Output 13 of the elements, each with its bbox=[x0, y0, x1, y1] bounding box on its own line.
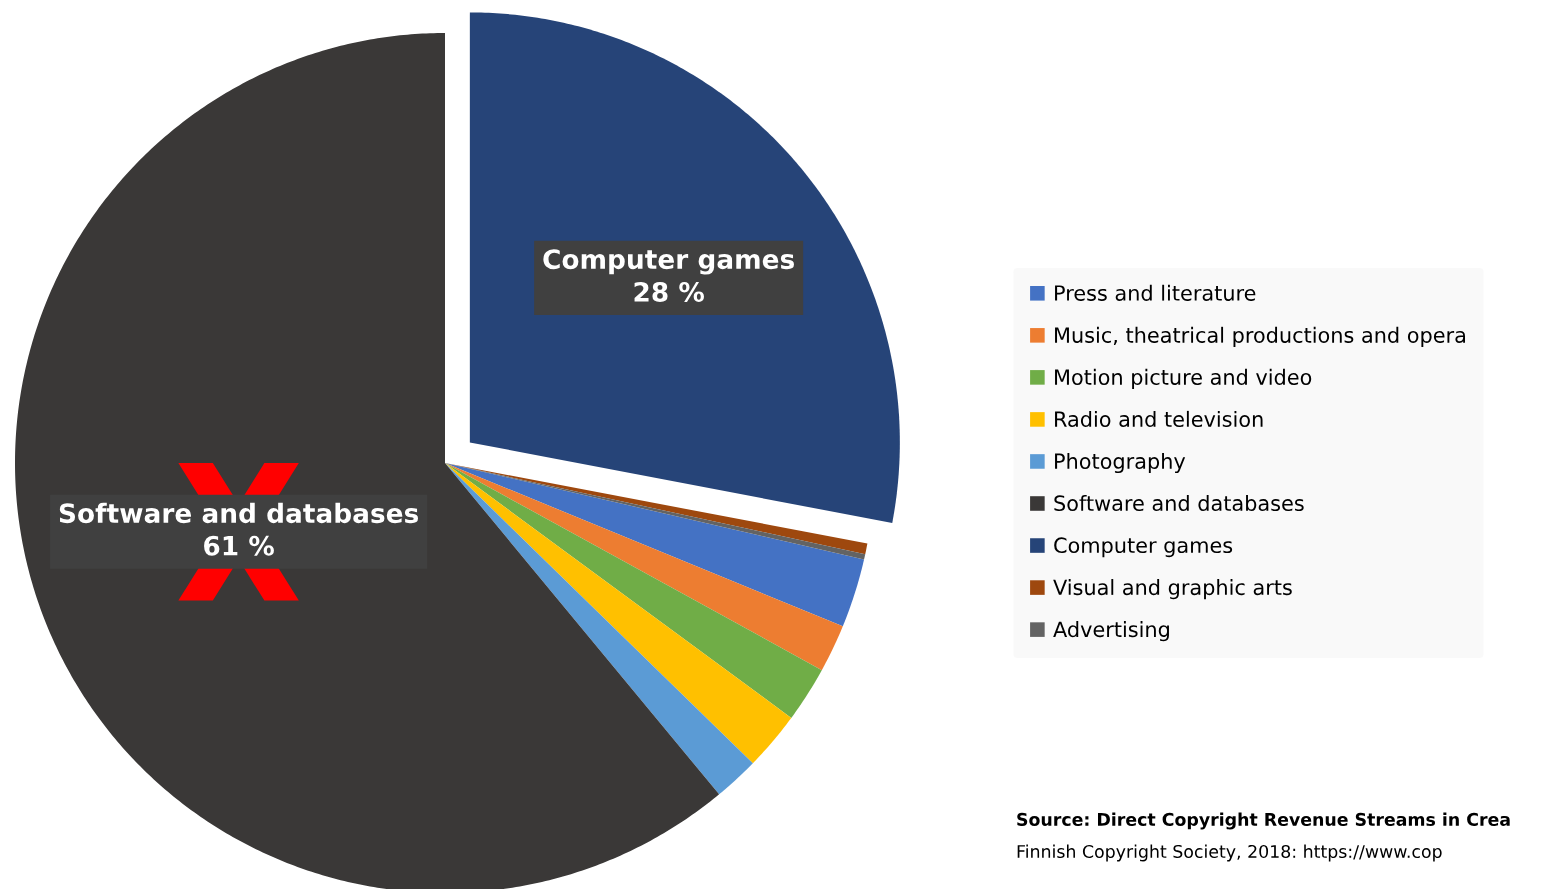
data-label: Software and databases 61 % bbox=[59, 502, 419, 556]
legend-label: Software and databases bbox=[1054, 494, 1304, 512]
source-note: Source: Direct Copyright Revenue Streams in Crea bbox=[1017, 812, 1510, 830]
legend-label: Press and literature bbox=[1055, 284, 1256, 301]
text: Finnish Copyright Society, 2018: https://www.cop bbox=[1017, 844, 1442, 862]
legend-label: Visual and graphic arts bbox=[1053, 579, 1292, 600]
legend-label: Radio and television bbox=[1055, 410, 1263, 428]
legend-label: Photography bbox=[1055, 452, 1186, 474]
legend-label: Computer games bbox=[1054, 537, 1233, 558]
legend-label: Advertising bbox=[1053, 621, 1169, 642]
legend-label: Motion picture and video bbox=[1055, 368, 1312, 390]
legend-label: Music, theatrical productions and opera bbox=[1055, 326, 1466, 347]
data-label: Computer games 28 % bbox=[543, 249, 794, 302]
